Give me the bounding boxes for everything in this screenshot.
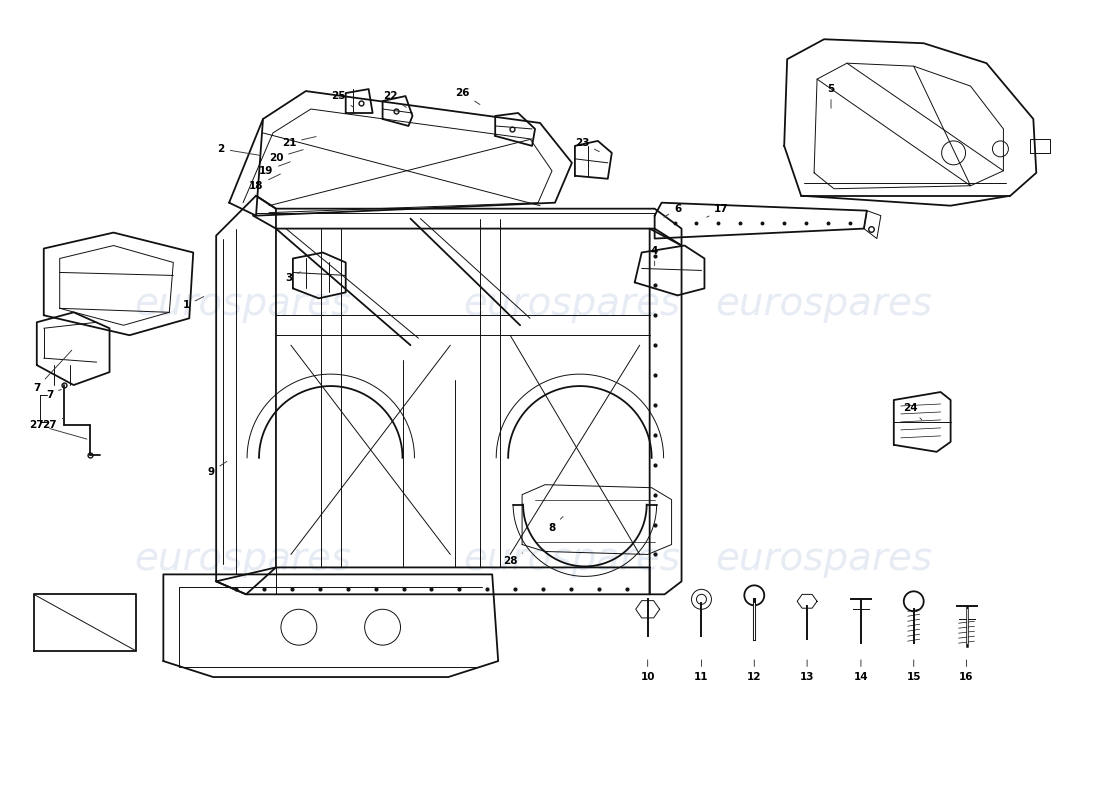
Text: 12: 12 — [747, 660, 761, 682]
Text: 10: 10 — [640, 660, 654, 682]
Text: 18: 18 — [249, 174, 280, 190]
Text: 7: 7 — [33, 350, 72, 393]
Text: 2: 2 — [218, 144, 261, 155]
Text: eurospares: eurospares — [134, 286, 352, 323]
Text: 23: 23 — [574, 138, 600, 152]
Text: 13: 13 — [800, 660, 814, 682]
Text: 26: 26 — [455, 88, 480, 105]
Text: 25: 25 — [331, 91, 353, 107]
Text: eurospares: eurospares — [134, 541, 352, 578]
Text: 17: 17 — [707, 204, 728, 218]
Text: 4: 4 — [651, 246, 658, 266]
Text: eurospares: eurospares — [715, 286, 933, 323]
Text: 19: 19 — [258, 162, 290, 176]
Text: eurospares: eurospares — [715, 541, 933, 578]
Text: 8: 8 — [549, 517, 563, 533]
Text: 7: 7 — [46, 390, 62, 400]
Text: 22: 22 — [383, 91, 406, 107]
Text: 27: 27 — [30, 420, 87, 439]
Text: 15: 15 — [906, 660, 921, 682]
Text: 24: 24 — [903, 403, 922, 420]
Text: eurospares: eurospares — [463, 286, 681, 323]
Text: 20: 20 — [268, 150, 304, 163]
Text: 11: 11 — [694, 660, 708, 682]
Text: 27: 27 — [43, 418, 64, 430]
Text: 9: 9 — [208, 462, 227, 477]
Text: 14: 14 — [854, 660, 868, 682]
Text: 6: 6 — [664, 204, 681, 217]
Text: 21: 21 — [282, 137, 316, 148]
Text: 28: 28 — [503, 553, 522, 566]
Text: 3: 3 — [285, 272, 300, 283]
Text: 1: 1 — [183, 297, 204, 310]
Text: 16: 16 — [959, 660, 974, 682]
Text: 5: 5 — [827, 84, 835, 108]
Text: eurospares: eurospares — [463, 541, 681, 578]
